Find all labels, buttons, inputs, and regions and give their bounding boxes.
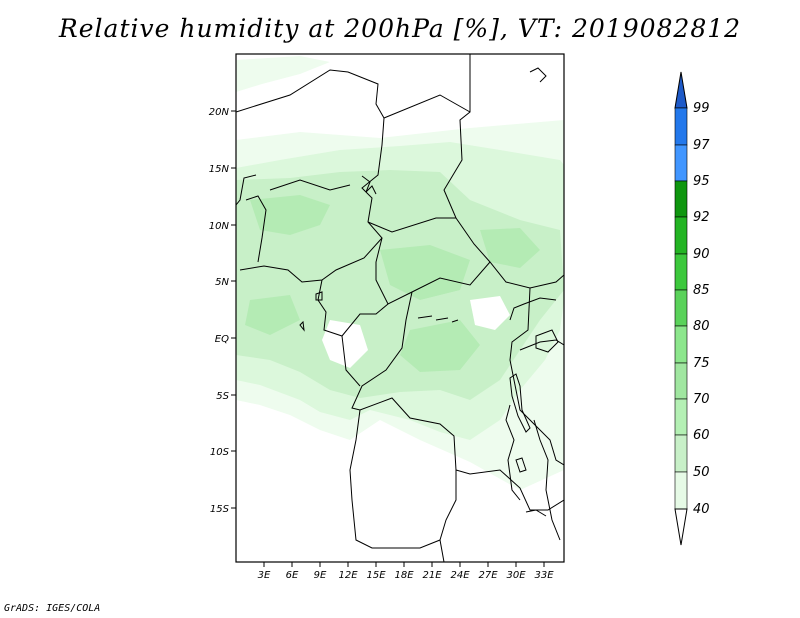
lon-ticks (263, 562, 545, 567)
humidity-gap-white (322, 296, 510, 368)
lon-label: 3E (258, 570, 271, 581)
colorbar-segment (674, 434, 688, 473)
colorbar-label: 97 (693, 138, 710, 153)
colorbar-top-arrow (674, 71, 688, 109)
colorbar-label: 99 (693, 101, 710, 116)
colorbar-label: 50 (693, 465, 710, 480)
lon-label: 27E (478, 570, 498, 581)
colorbar-label: 60 (693, 428, 710, 443)
lon-label: 6E (286, 570, 299, 581)
humidity-area-medium-dark (245, 195, 540, 372)
colorbar-label: 80 (693, 319, 710, 334)
lon-label: 24E (450, 570, 470, 581)
colorbar-segment (674, 107, 688, 146)
lon-labels: 3E 6E 9E 12E 15E 18E 21E 24E 27E 30E 33E (258, 570, 555, 581)
lat-label: EQ (215, 334, 229, 345)
colorbar-segment (674, 471, 688, 510)
lat-labels: 20N 15N 10N 5N EQ 5S 10S 15S (209, 107, 230, 515)
lon-label: 9E (314, 570, 327, 581)
lat-label: 20N (209, 107, 230, 118)
colorbar-segment (674, 325, 688, 364)
colorbar-label: 75 (693, 356, 710, 371)
colorbar-segment (674, 289, 688, 327)
country-borders (236, 54, 564, 562)
colorbar-label: 90 (693, 247, 710, 262)
lakes-coast (299, 67, 559, 517)
lat-label: 15N (209, 164, 230, 175)
humidity-shading (236, 56, 564, 490)
lat-label: 10S (210, 447, 230, 458)
colorbar-segment (674, 144, 688, 182)
colorbar-label: 70 (693, 392, 710, 407)
colorbar-segment (674, 362, 688, 400)
lon-label: 21E (422, 570, 442, 581)
lon-label: 12E (338, 570, 358, 581)
lon-label: 33E (534, 570, 554, 581)
lon-label: 15E (366, 570, 386, 581)
grads-credit: GrADS: IGES/COLA (4, 603, 101, 614)
map-frame (235, 53, 565, 563)
colorbar-labels: 99 97 95 92 90 85 80 75 70 60 50 40 (693, 101, 710, 517)
lat-ticks (231, 110, 236, 509)
colorbar-label: 92 (693, 210, 710, 225)
lat-label: 5N (215, 277, 229, 288)
colorbar-label: 95 (693, 174, 710, 189)
lat-label: 10N (209, 221, 230, 232)
lon-label: 18E (394, 570, 414, 581)
lat-label: 5S (216, 391, 229, 402)
lat-label: 15S (210, 504, 230, 515)
colorbar-segment (674, 216, 688, 255)
colorbar (674, 71, 688, 546)
colorbar-segment (674, 180, 688, 218)
colorbar-segment (674, 398, 688, 436)
colorbar-label: 40 (693, 502, 710, 517)
colorbar-bottom-arrow (674, 508, 688, 546)
colorbar-label: 85 (693, 283, 710, 298)
lon-label: 30E (506, 570, 526, 581)
map-title: Relative humidity at 200hPa [%], VT: 201… (58, 14, 742, 43)
colorbar-segment (674, 253, 688, 291)
